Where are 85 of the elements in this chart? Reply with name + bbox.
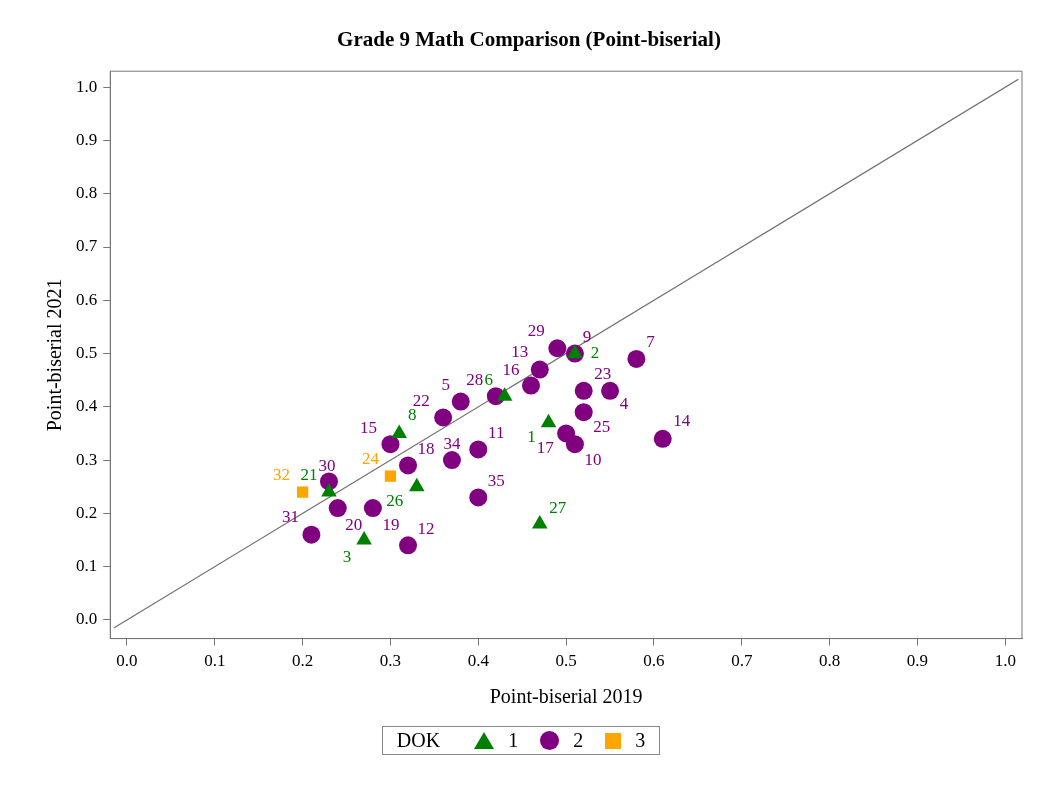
legend-label: 3 xyxy=(635,729,646,752)
point xyxy=(328,499,347,518)
annotation: 3 xyxy=(342,546,352,566)
y-axis-title: Point-biserial 2021 xyxy=(43,278,66,432)
annotation: 7 xyxy=(646,332,656,352)
annotation: 21 xyxy=(300,464,318,484)
annotation: 2 xyxy=(590,343,600,363)
point xyxy=(469,488,488,507)
x-tick-label: 0.8 xyxy=(819,651,841,671)
annotation: 9 xyxy=(582,327,592,347)
x-tick-label: 0.1 xyxy=(204,651,226,671)
point xyxy=(451,392,470,411)
y-tick-label: 0.2 xyxy=(76,502,98,522)
annotation: 28 xyxy=(466,369,484,389)
annotation: 23 xyxy=(594,364,612,384)
annotation: 1 xyxy=(527,427,536,447)
annotation: 26 xyxy=(386,491,404,511)
point xyxy=(627,349,646,368)
point xyxy=(548,339,567,358)
annotation: 17 xyxy=(536,437,555,457)
x-tick-label: 1.0 xyxy=(994,651,1016,671)
y-tick-label: 0.0 xyxy=(76,609,98,629)
annotation: 19 xyxy=(382,514,400,534)
annotation: 31 xyxy=(281,507,299,527)
annotation: 20 xyxy=(345,514,363,534)
x-tick-label: 0.0 xyxy=(116,651,138,671)
point xyxy=(296,486,309,498)
annotation: 34 xyxy=(443,433,461,453)
x-tick-label: 0.9 xyxy=(906,651,929,671)
x-tick-label: 0.7 xyxy=(731,651,753,671)
point xyxy=(384,470,397,482)
annotation: 29 xyxy=(527,320,545,340)
chart-title: Grade 9 Math Comparison (Point-biserial) xyxy=(337,27,721,52)
annotation: 14 xyxy=(673,411,691,431)
y-tick-label: 0.4 xyxy=(76,396,98,416)
x-tick-label: 0.6 xyxy=(643,651,665,671)
annotation: 27 xyxy=(549,497,567,517)
x-tick-label: 0.2 xyxy=(291,651,314,671)
x-tick-label: 0.5 xyxy=(555,651,577,671)
point xyxy=(442,451,461,470)
annotation: 13 xyxy=(511,342,529,362)
y-tick-label: 0.9 xyxy=(76,129,98,149)
point xyxy=(381,435,400,454)
point xyxy=(574,403,593,422)
annotation: 24 xyxy=(361,448,380,468)
annotation: 25 xyxy=(593,416,611,436)
point xyxy=(574,381,593,400)
point xyxy=(434,408,453,427)
point xyxy=(653,429,672,448)
annotation: 32 xyxy=(273,464,291,484)
legend-title: DOK xyxy=(396,729,441,752)
annotation: 15 xyxy=(359,417,377,437)
x-axis-title: Point-biserial 2019 xyxy=(489,685,643,708)
x-tick-label: 0.3 xyxy=(379,651,402,671)
point xyxy=(601,381,620,400)
legend-label: 2 xyxy=(573,729,584,752)
annotation: 16 xyxy=(502,360,520,379)
point xyxy=(557,424,576,443)
annotation: 22 xyxy=(412,390,430,410)
annotation: 18 xyxy=(417,438,435,458)
annotation: 4 xyxy=(619,394,629,414)
point xyxy=(469,440,488,459)
y-tick-label: 0.8 xyxy=(76,183,98,203)
point xyxy=(530,360,549,379)
y-tick-label: 0.7 xyxy=(76,236,98,256)
y-tick-label: 0.5 xyxy=(76,343,98,363)
annotation: 5 xyxy=(441,374,450,394)
point xyxy=(399,536,418,555)
point xyxy=(363,499,382,518)
annotation: 6 xyxy=(484,369,493,389)
y-tick-label: 0.6 xyxy=(76,289,98,309)
point xyxy=(399,456,418,475)
y-tick-label: 0.3 xyxy=(76,449,98,469)
point xyxy=(521,376,540,395)
annotation: 35 xyxy=(487,470,505,490)
annotation: 10 xyxy=(584,449,602,469)
legend-label: 1 xyxy=(508,729,519,752)
annotation: 11 xyxy=(488,422,505,442)
point xyxy=(302,525,321,544)
point xyxy=(567,344,583,359)
annotation: 30 xyxy=(318,455,336,475)
y-tick-label: 1.0 xyxy=(76,76,98,96)
y-tick-label: 0.1 xyxy=(76,556,98,576)
x-tick-label: 0.4 xyxy=(467,651,490,671)
annotation: 12 xyxy=(417,518,435,538)
